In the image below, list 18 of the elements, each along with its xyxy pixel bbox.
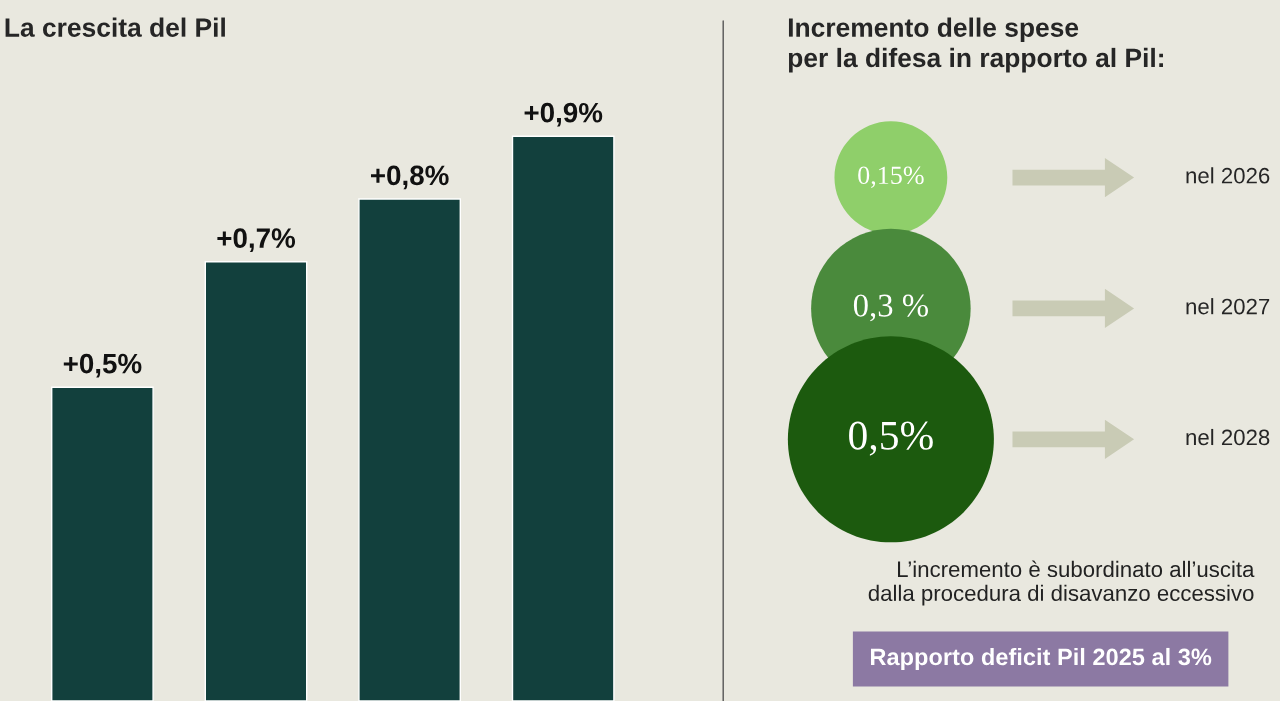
- bar: [511, 135, 615, 701]
- category-label: nel 2027: [1186, 298, 1270, 315]
- bar: [358, 198, 461, 701]
- data-label: 0,3 %: [853, 294, 928, 322]
- data-label: +0,5%: [63, 353, 142, 378]
- data-label: 0,5%: [849, 421, 933, 456]
- data-label: +0,9%: [524, 102, 603, 127]
- text: Incremento delle spese per la difesa in rapporto al Pil:: [788, 17, 1163, 73]
- data-label: +0,8%: [371, 165, 449, 190]
- text: Rapporto deficit Pil 2025 al 3%: [871, 647, 1212, 670]
- data-label: +0,7%: [217, 228, 296, 252]
- bar: [51, 386, 154, 701]
- category-label: nel 2026: [1186, 167, 1270, 184]
- chart-title: La crescita del Pil: [5, 17, 225, 37]
- data-label: 0,15%: [858, 166, 924, 188]
- bar: [204, 261, 308, 701]
- text: L’incremento è subordinato all’uscita dalla procedura di disavanzo eccessivo: [868, 560, 1255, 606]
- category-label: nel 2028: [1186, 428, 1270, 446]
